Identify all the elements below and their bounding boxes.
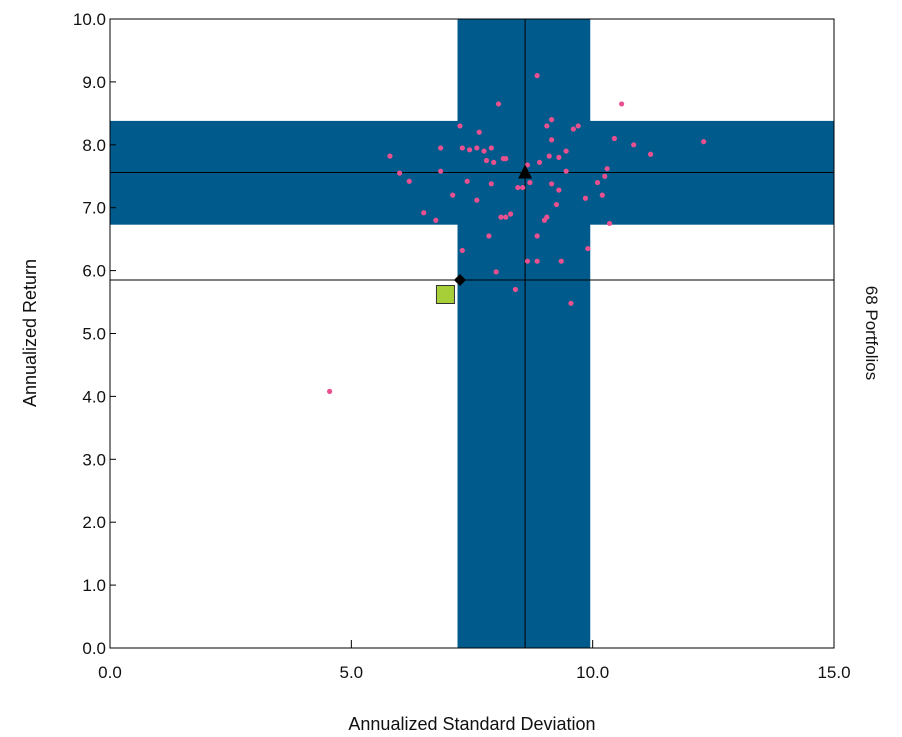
vertical-band [457,19,591,648]
data-point [594,179,601,186]
y-tick-label: 7.0 [82,199,106,218]
data-point [524,258,531,264]
data-point [544,123,550,129]
data-point [493,269,499,275]
data-point [549,117,555,123]
data-point [459,247,465,254]
portfolio-count-label: 68 Portfolios [862,286,881,381]
y-tick-label: 9.0 [82,73,106,92]
data-point [464,178,470,184]
data-point [488,181,494,187]
data-point [611,135,617,142]
x-tick-label: 0.0 [98,663,122,682]
data-point [602,173,608,179]
data-point [474,145,480,151]
data-point [488,145,494,151]
data-point [421,210,427,216]
data-point [556,154,562,160]
data-point [647,151,654,157]
x-tick-label: 10.0 [576,663,609,682]
data-point [457,123,463,129]
data-point [549,137,555,143]
data-point [701,139,707,145]
data-point [619,101,625,107]
markers-layer [435,164,533,305]
data-point [631,142,637,148]
y-tick-label: 8.0 [82,136,106,155]
data-point [520,184,526,191]
y-tick-label: 3.0 [82,450,106,469]
data-point [549,181,555,187]
data-point [397,170,403,176]
data-point [563,148,569,154]
data-point [606,220,613,227]
data-point [534,73,540,79]
data-point [515,184,521,191]
data-point [433,217,439,223]
data-point [570,126,576,132]
data-point [503,156,509,162]
data-point [553,201,560,208]
data-point [327,388,333,394]
data-point [438,168,444,174]
data-point [491,159,497,166]
points-layer [327,73,707,394]
data-point [534,233,540,239]
data-point [476,129,482,135]
y-tick-label: 5.0 [82,325,106,344]
x-tick-label: 15.0 [817,663,850,682]
data-point [524,162,531,168]
data-point [563,168,569,174]
data-point [495,101,502,107]
data-point [585,245,591,252]
data-point [450,192,456,198]
y-tick-label: 4.0 [82,387,106,406]
x-axis-title: Annualized Standard Deviation [348,714,595,734]
data-point [568,300,574,306]
data-point [486,233,492,239]
data-point [546,153,552,159]
data-point [556,187,562,193]
data-point [604,166,610,172]
x-tick-label: 5.0 [340,663,364,682]
data-point [466,147,473,153]
data-point [544,214,550,220]
y-tick-label: 1.0 [82,576,106,595]
data-point [599,192,605,198]
data-point [498,214,504,220]
data-point [483,157,490,164]
data-point [582,195,589,201]
data-point [474,197,480,203]
data-point [508,211,514,217]
data-point [438,145,444,151]
y-tick-label: 0.0 [82,639,106,658]
data-point [575,123,581,129]
reference-lines-layer [110,19,834,648]
data-point [536,159,543,166]
data-point [534,258,540,264]
benchmark-square-marker [435,285,455,305]
data-point [512,286,519,293]
y-tick-label: 6.0 [82,262,106,281]
y-tick-label: 2.0 [82,513,106,532]
ticks-layer: 0.0 1.0 2.0 3.0 4.0 5.0 6.0 7.0 8.0 9.0 10.0 0.0 5.0… [73,10,851,682]
data-point [406,178,412,184]
data-point [459,145,465,151]
y-axis-title: Annualized Return [20,259,40,407]
data-point [387,153,393,159]
data-point [558,258,564,264]
data-point [503,214,509,220]
diamond-marker [453,274,466,287]
data-point [527,179,533,186]
y-tick-label: 10.0 [73,10,106,29]
data-point [481,148,487,154]
triangle-marker [518,164,533,179]
